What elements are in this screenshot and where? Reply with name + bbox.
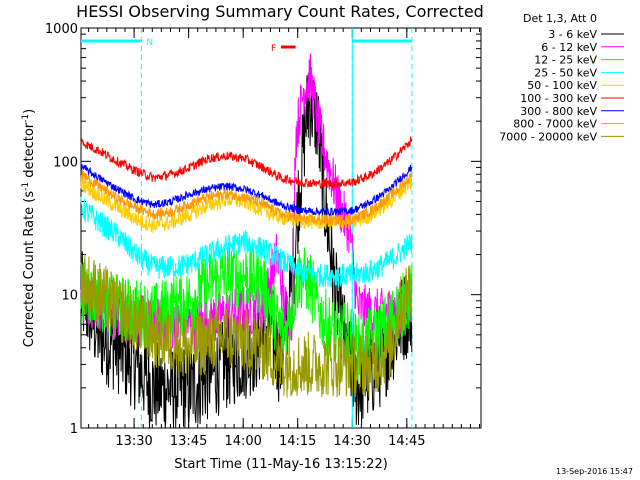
- plot-frame: [80, 27, 482, 429]
- x-tick-label: 14:45: [388, 434, 425, 449]
- y-tick-label: 100: [53, 155, 78, 170]
- series-line: [80, 253, 413, 398]
- plot-area: [80, 27, 482, 429]
- y-tick-label: 1: [70, 422, 78, 437]
- y-axis-label-part: -1: [21, 182, 31, 191]
- x-tick-label: 14:15: [279, 434, 316, 449]
- x-tick-label: 14:30: [334, 434, 371, 449]
- legend-label: 3 - 6 keV: [548, 28, 597, 41]
- flag-label-f: F: [271, 44, 276, 54]
- legend-label: 6 - 12 keV: [541, 41, 597, 54]
- series-layer: [80, 53, 413, 429]
- series-line: [80, 196, 413, 288]
- x-tick-label: 14:00: [224, 434, 261, 449]
- footer-date: 13-Sep-2016 15:47: [556, 467, 633, 476]
- series-line: [80, 72, 413, 429]
- x-tick-label: 13:45: [170, 434, 207, 449]
- legend-label: 25 - 50 keV: [534, 66, 597, 79]
- y-tick-label: 10: [61, 289, 78, 304]
- y-axis-label-part: Corrected Count Rate (s: [22, 191, 37, 348]
- y-axis-label: Corrected Count Rate (s-1 detector-1): [21, 109, 37, 347]
- y-axis-label-part: -1: [21, 114, 31, 123]
- series-line: [80, 136, 413, 190]
- chart-title: HESSI Observing Summary Count Rates, Cor…: [76, 2, 484, 21]
- legend-label: 50 - 100 keV: [527, 79, 597, 92]
- series-line: [80, 162, 413, 217]
- y-tick-label: 1000: [45, 22, 78, 37]
- legend-label: 800 - 7000 keV: [513, 118, 597, 131]
- y-axis-label-part: detector: [22, 122, 37, 182]
- legend-label: 300 - 800 keV: [520, 105, 597, 118]
- legend-label: 7000 - 20000 keV: [499, 130, 597, 143]
- x-tick-label: 13:30: [115, 434, 152, 449]
- legend-label: 100 - 300 keV: [520, 92, 597, 105]
- x-axis: 13:30 13:45 14:00 14:15 14:30 14:45: [88, 28, 481, 449]
- y-axis-label-part: ): [22, 109, 37, 114]
- x-axis-label: Start Time (11-May-16 13:15:22): [174, 457, 388, 472]
- series-line: [80, 169, 413, 226]
- legend-label: 12 - 25 keV: [534, 54, 597, 67]
- legend-header: Det 1,3, Att 0: [523, 12, 597, 25]
- flag-label-n: N: [146, 38, 153, 48]
- y-axis: 1 10 100 1000: [45, 22, 481, 437]
